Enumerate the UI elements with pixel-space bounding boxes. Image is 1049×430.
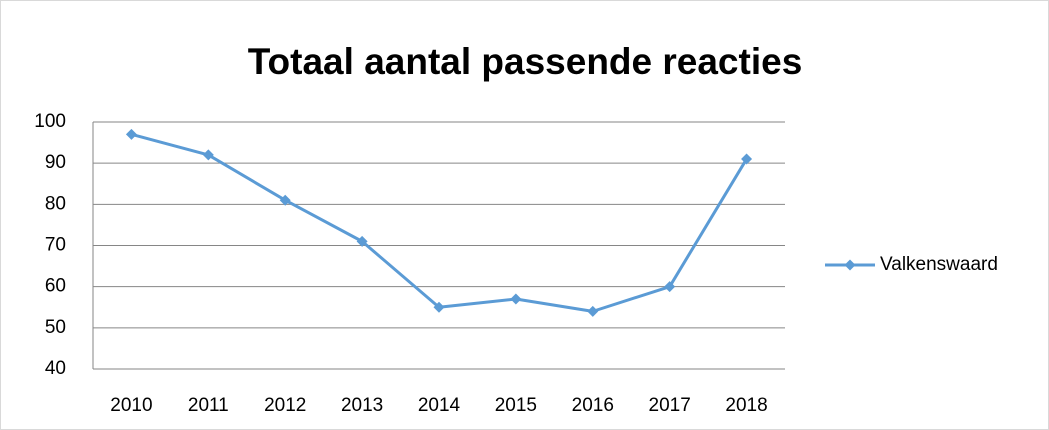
x-tick-label: 2011: [188, 395, 229, 416]
y-tick-label: 80: [45, 193, 66, 214]
x-tick-label: 2010: [110, 395, 152, 416]
x-tick-label: 2016: [572, 395, 614, 416]
chart-title: Totaal aantal passende reacties: [248, 41, 803, 82]
x-tick-label: 2014: [418, 395, 461, 416]
point-marker: [125, 128, 137, 140]
x-tick-label: 2015: [495, 395, 537, 416]
y-tick-label: 60: [45, 276, 66, 297]
point-marker: [433, 301, 445, 313]
legend-label: Valkenswaard: [880, 254, 998, 275]
point-marker: [587, 305, 599, 317]
y-tick-label: 40: [45, 358, 66, 379]
y-tick-label: 50: [45, 317, 66, 338]
x-tick-label: 2018: [725, 395, 767, 416]
point-marker: [356, 235, 368, 247]
point-marker: [510, 293, 522, 305]
point-marker: [279, 194, 291, 206]
y-tick-label: 100: [34, 111, 66, 132]
point-marker: [741, 153, 753, 165]
y-tick-label: 90: [45, 152, 66, 173]
point-marker: [202, 149, 214, 161]
x-tick-label: 2017: [649, 395, 691, 416]
y-tick-label: 70: [45, 235, 66, 256]
point-marker: [664, 281, 676, 293]
legend-marker: [844, 259, 856, 271]
x-tick-label: 2013: [341, 395, 383, 416]
x-tick-label: 2012: [264, 395, 306, 416]
